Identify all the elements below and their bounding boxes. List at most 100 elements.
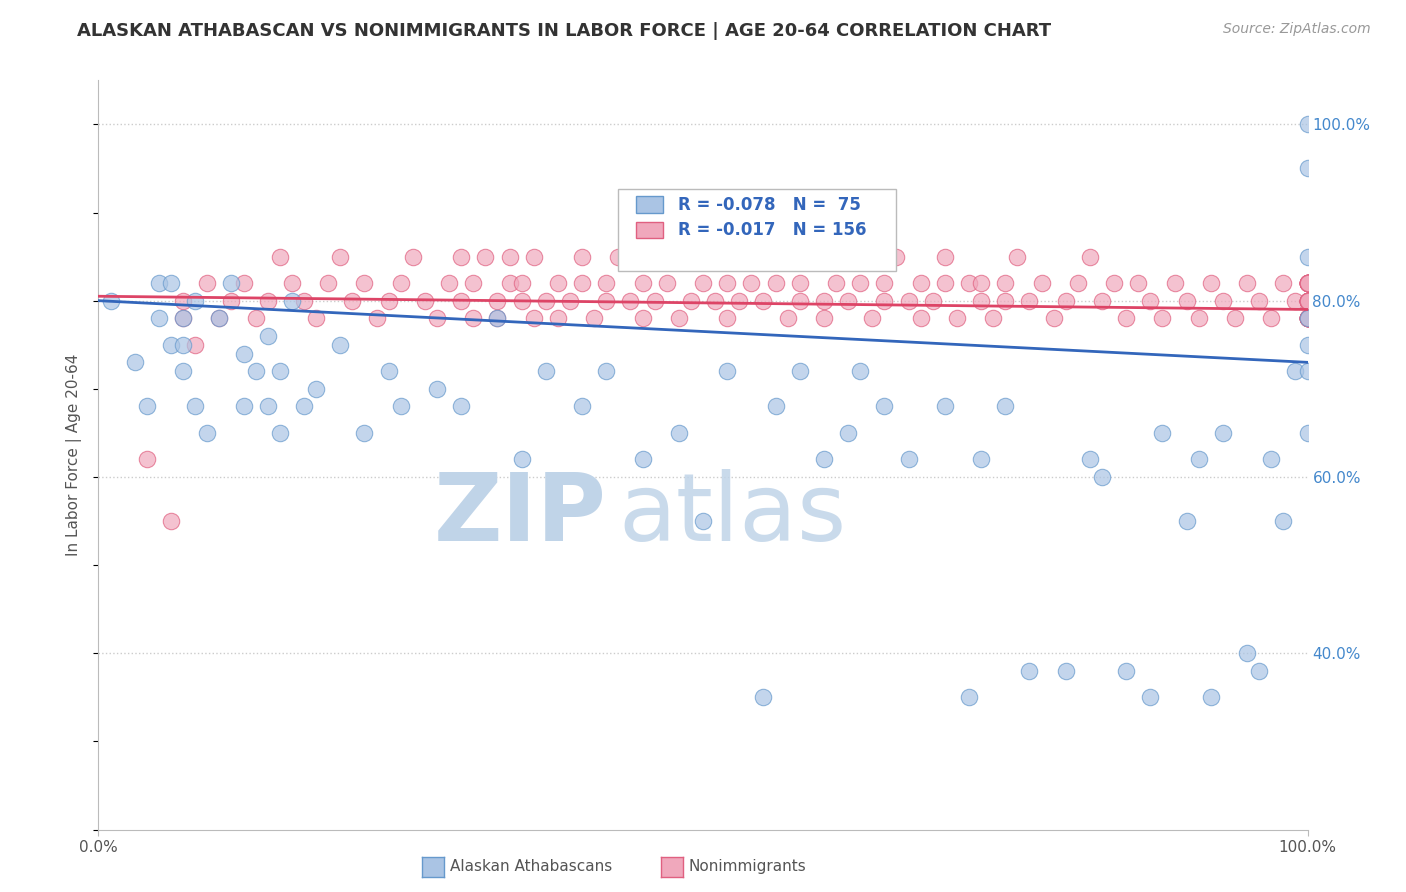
Point bbox=[813, 452, 835, 467]
Point bbox=[1296, 337, 1319, 351]
Point bbox=[934, 250, 956, 264]
Point bbox=[377, 364, 399, 378]
Point bbox=[316, 276, 339, 290]
Text: Alaskan Athabascans: Alaskan Athabascans bbox=[450, 859, 612, 873]
Point bbox=[1296, 311, 1319, 326]
Point bbox=[221, 293, 243, 308]
Point bbox=[124, 355, 146, 369]
Point bbox=[668, 425, 690, 440]
Point bbox=[366, 311, 388, 326]
Point bbox=[886, 250, 908, 264]
Point bbox=[1018, 664, 1040, 678]
Point bbox=[1296, 293, 1319, 308]
Point bbox=[463, 276, 485, 290]
Point bbox=[1236, 276, 1258, 290]
Point bbox=[1296, 425, 1319, 440]
Point bbox=[860, 311, 883, 326]
Point bbox=[716, 311, 738, 326]
Point bbox=[184, 293, 207, 308]
Point bbox=[1078, 452, 1101, 467]
Point bbox=[208, 311, 231, 326]
Point bbox=[281, 276, 304, 290]
Point bbox=[1102, 276, 1125, 290]
Point bbox=[776, 311, 799, 326]
Point bbox=[1296, 161, 1319, 176]
Point bbox=[353, 425, 375, 440]
Point bbox=[1007, 250, 1029, 264]
Point bbox=[934, 400, 956, 414]
Point bbox=[1296, 311, 1319, 326]
Point bbox=[426, 311, 449, 326]
Text: R = -0.078   N =  75: R = -0.078 N = 75 bbox=[678, 195, 860, 214]
Point bbox=[1296, 293, 1319, 308]
Point bbox=[195, 425, 218, 440]
Point bbox=[474, 250, 496, 264]
Point bbox=[1031, 276, 1053, 290]
Point bbox=[583, 311, 606, 326]
Point bbox=[534, 364, 557, 378]
Point bbox=[800, 250, 823, 264]
Point bbox=[1163, 276, 1185, 290]
Y-axis label: In Labor Force | Age 20-64: In Labor Force | Age 20-64 bbox=[66, 354, 83, 556]
Point bbox=[1175, 514, 1198, 528]
Point bbox=[1284, 364, 1306, 378]
Point bbox=[534, 293, 557, 308]
Point bbox=[981, 311, 1004, 326]
Point bbox=[1236, 646, 1258, 660]
Point bbox=[910, 311, 932, 326]
Point bbox=[1296, 293, 1319, 308]
Point bbox=[558, 293, 581, 308]
Point bbox=[946, 311, 969, 326]
Point bbox=[245, 311, 267, 326]
Point bbox=[1054, 293, 1077, 308]
Text: Nonimmigrants: Nonimmigrants bbox=[689, 859, 807, 873]
Point bbox=[716, 364, 738, 378]
Point bbox=[631, 452, 654, 467]
Point bbox=[1296, 311, 1319, 326]
Point bbox=[305, 311, 328, 326]
Point bbox=[1296, 311, 1319, 326]
Point bbox=[292, 400, 315, 414]
Point bbox=[1078, 250, 1101, 264]
Point bbox=[1199, 690, 1222, 705]
Point bbox=[1260, 311, 1282, 326]
Point bbox=[752, 250, 775, 264]
Point bbox=[1296, 293, 1319, 308]
Point bbox=[957, 276, 980, 290]
Point bbox=[849, 276, 872, 290]
Point bbox=[994, 293, 1017, 308]
Point bbox=[281, 293, 304, 308]
Point bbox=[765, 400, 787, 414]
Point bbox=[1188, 311, 1211, 326]
Point bbox=[463, 311, 485, 326]
Point bbox=[1296, 311, 1319, 326]
Point bbox=[1296, 276, 1319, 290]
Point bbox=[655, 276, 678, 290]
Text: Source: ZipAtlas.com: Source: ZipAtlas.com bbox=[1223, 22, 1371, 37]
Point bbox=[389, 276, 412, 290]
Point bbox=[873, 400, 896, 414]
Point bbox=[256, 400, 278, 414]
Text: ALASKAN ATHABASCAN VS NONIMMIGRANTS IN LABOR FORCE | AGE 20-64 CORRELATION CHART: ALASKAN ATHABASCAN VS NONIMMIGRANTS IN L… bbox=[77, 22, 1052, 40]
Point bbox=[1296, 311, 1319, 326]
Point bbox=[1296, 276, 1319, 290]
Point bbox=[172, 293, 194, 308]
Point bbox=[523, 311, 546, 326]
Point bbox=[172, 364, 194, 378]
Point bbox=[160, 514, 183, 528]
Point bbox=[329, 250, 352, 264]
Point bbox=[510, 276, 533, 290]
Point bbox=[1249, 664, 1271, 678]
Point bbox=[342, 293, 364, 308]
Point bbox=[813, 311, 835, 326]
Point bbox=[1139, 293, 1161, 308]
Point bbox=[994, 400, 1017, 414]
Point bbox=[1296, 293, 1319, 308]
Point bbox=[1175, 293, 1198, 308]
Point bbox=[232, 346, 254, 360]
Point bbox=[728, 293, 751, 308]
Point bbox=[377, 293, 399, 308]
Point bbox=[195, 276, 218, 290]
Point bbox=[1296, 250, 1319, 264]
Point bbox=[269, 364, 291, 378]
